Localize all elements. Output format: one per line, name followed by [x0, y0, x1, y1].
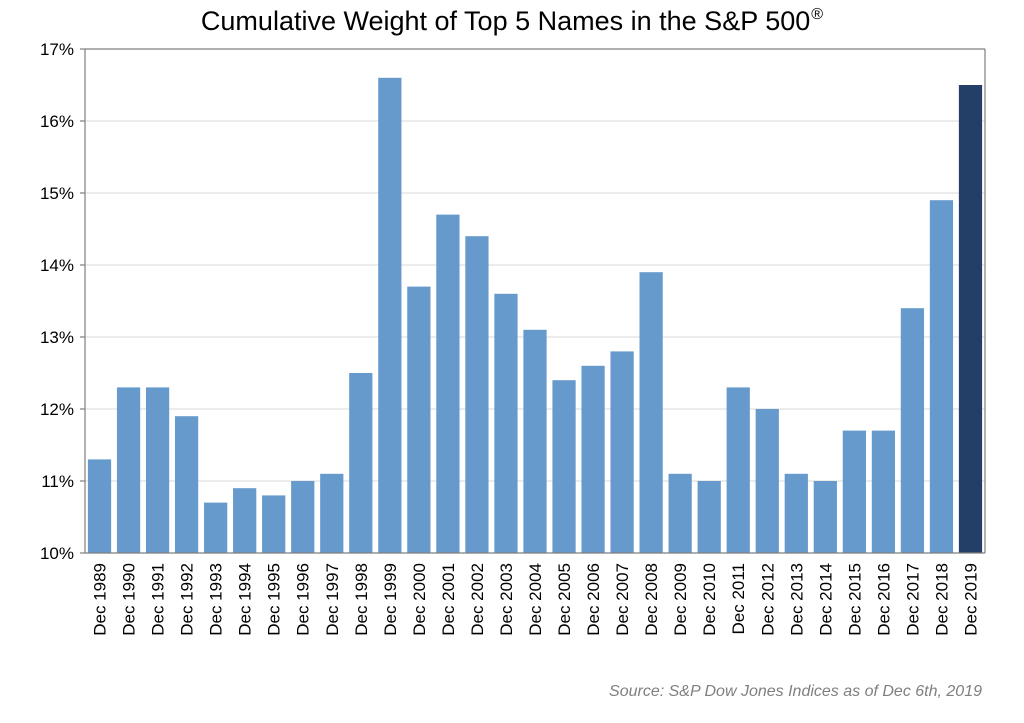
source-note: Source: S&P Dow Jones Indices as of Dec … — [609, 683, 982, 700]
bar-dec-2003 — [494, 293, 518, 553]
bar-dec-2002 — [465, 236, 489, 553]
x-tick-label: Dec 1998 — [352, 563, 371, 636]
bar-dec-2019 — [958, 85, 983, 553]
bar-dec-1990 — [116, 387, 141, 553]
x-tick-label: Dec 2015 — [845, 563, 864, 636]
x-tick-label: Dec 1989 — [91, 563, 110, 636]
x-tick-labels: Dec 1989 Dec 1990 Dec 1991 Dec 1992 Dec 1993… — [91, 563, 981, 636]
chart-title-text: Cumulative Weight of Top 5 Names in the … — [200, 6, 811, 36]
bar-dec-1994 — [233, 488, 257, 553]
x-tick-label: Dec 2019 — [961, 563, 980, 636]
bar-dec-1996 — [291, 481, 315, 553]
x-tick-label: Dec 2005 — [555, 563, 574, 636]
registered-mark: ® — [811, 6, 824, 23]
bar-dec-2014 — [813, 481, 837, 553]
x-tick-label: Dec 2017 — [903, 563, 922, 636]
x-tick-label: Dec 2013 — [787, 563, 806, 636]
bar-dec-2006 — [581, 365, 605, 553]
x-tick-label: Dec 2008 — [642, 563, 661, 636]
x-tick-label: Dec 2003 — [497, 563, 516, 636]
bars — [87, 77, 983, 554]
bar-dec-2017 — [900, 308, 925, 553]
bar-dec-1989 — [87, 459, 112, 553]
bar-dec-2016 — [871, 430, 895, 553]
x-tick-label: Dec 1997 — [323, 563, 342, 636]
bar-dec-2004 — [523, 329, 547, 553]
bar-dec-2012 — [755, 409, 779, 553]
x-tick-label: Dec 2009 — [671, 563, 690, 636]
bar-dec-1993 — [204, 502, 228, 553]
bar-dec-2018 — [929, 200, 954, 553]
bar-dec-2000 — [407, 286, 431, 553]
y-tick-labels: 10% 11% 12% 13% 14% 15% 16% 17% — [40, 40, 74, 563]
bar-dec-1998 — [349, 373, 373, 553]
axes — [80, 48, 986, 554]
x-tick-label: Dec 1992 — [178, 563, 197, 636]
x-tick-label: Dec 1991 — [149, 563, 168, 636]
x-tick-label: Dec 1994 — [236, 563, 255, 636]
bar-dec-2008 — [639, 272, 663, 553]
bar-dec-1997 — [320, 473, 344, 553]
x-tick-label: Dec 1990 — [120, 563, 139, 636]
bar-dec-2015 — [842, 430, 866, 553]
bar-dec-1999 — [378, 77, 402, 554]
x-tick-label: Dec 2007 — [613, 563, 632, 636]
y-tick-label: 13% — [40, 328, 74, 347]
x-tick-label: Dec 1993 — [207, 563, 226, 636]
y-tick-label: 16% — [40, 112, 74, 131]
y-tick-label: 11% — [41, 472, 74, 491]
x-tick-label: Dec 1996 — [294, 563, 313, 636]
x-tick-label: Dec 2004 — [526, 563, 545, 636]
y-tick-label: 14% — [40, 256, 74, 275]
x-tick-label: Dec 2012 — [758, 563, 777, 636]
x-tick-label: Dec 1999 — [381, 563, 400, 636]
x-tick-label: Dec 2010 — [700, 563, 719, 636]
x-tick-label: Dec 2000 — [410, 563, 429, 636]
bar-dec-2001 — [436, 214, 460, 553]
x-tick-label: Dec 2018 — [932, 563, 951, 636]
x-tick-label: Dec 2014 — [816, 563, 835, 636]
x-tick-label: Dec 2016 — [874, 563, 893, 636]
bar-dec-1992 — [175, 416, 199, 553]
bar-dec-2009 — [668, 473, 692, 553]
x-tick-label: Dec 1995 — [265, 563, 284, 636]
x-tick-label: Dec 2011 — [729, 563, 748, 635]
y-tick-label: 12% — [40, 400, 74, 419]
bar-dec-2007 — [610, 351, 634, 553]
x-tick-label: Dec 2002 — [468, 563, 487, 636]
x-tick-label: Dec 2001 — [439, 563, 458, 636]
bar-dec-2011 — [726, 387, 750, 553]
bar-dec-1995 — [262, 495, 286, 553]
y-tick-label: 10% — [40, 544, 74, 563]
bar-dec-2010 — [697, 481, 721, 553]
y-tick-label: 17% — [40, 40, 74, 59]
bar-dec-1991 — [145, 387, 170, 553]
chart-title: Cumulative Weight of Top 5 Names in the … — [0, 6, 1024, 37]
x-tick-label: Dec 2006 — [584, 563, 603, 636]
y-tick-label: 15% — [40, 184, 74, 203]
bar-dec-2013 — [784, 473, 808, 553]
bar-dec-2005 — [552, 380, 576, 553]
